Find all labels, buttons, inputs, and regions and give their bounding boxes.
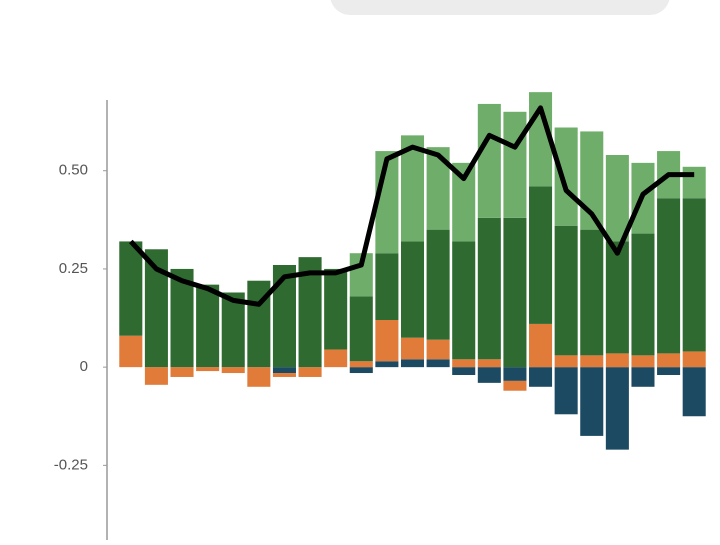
bar-segment [529,367,553,387]
bar-segment [272,265,296,368]
bar-segment [144,367,168,385]
bar-segment [605,241,629,354]
y-tick-label: 0.25 [59,260,88,277]
bar-segment [452,367,476,375]
bar-segment [580,131,604,230]
y-tick-label: 0 [80,358,88,375]
bar-segment [119,335,143,368]
bar-segment [503,111,527,218]
bar-segment [452,359,476,368]
bar-segment [631,367,655,387]
bar-segment [631,355,655,368]
bar-segment [452,241,476,360]
bar-segment [426,229,450,340]
bar-segment [221,367,245,374]
bar-segment [119,241,143,336]
bar-segment [605,155,629,242]
bar-segment [221,292,245,368]
bar-segment [657,198,681,354]
bar-segment [247,367,271,387]
bar-segment [554,367,578,415]
bar-segment [477,103,501,218]
bar-segment [605,353,629,368]
bar-segment [529,186,553,324]
bar-segment [324,349,348,368]
bar-segment [580,229,604,356]
bar-segment [426,147,450,230]
bar-segment [375,320,399,362]
bar-segment [452,162,476,242]
bar-segment [682,198,706,352]
bar-segment [554,355,578,368]
bar-segment [400,359,425,368]
bar-segment [272,367,296,374]
bar-segment [400,241,425,338]
bar-segment [426,359,450,368]
bar-segment [298,257,322,368]
bar-segment [580,355,604,368]
bar-segment [503,217,527,368]
bar-segment [529,323,553,368]
bar-segment [477,367,501,383]
line [128,105,695,307]
bar-segment [272,373,296,377]
bar-segment [375,253,399,320]
bar-segment [170,268,194,368]
bar-segment [554,225,578,356]
bar-segment [657,367,681,375]
bar-segment [554,127,578,226]
bar-segment [503,367,527,381]
bar-segment [196,367,220,372]
bar-segment [400,135,425,242]
bar-segment [324,268,348,350]
y-tick-label: -0.25 [54,456,88,473]
bar-segment [196,284,220,368]
bar-segment [657,353,681,368]
y-tick-label: 0.50 [59,162,88,179]
bar-segment [349,296,373,362]
bar-segment [170,367,194,377]
bar-segment [605,367,629,450]
bar-segment [580,367,604,436]
bar-segment [477,217,501,360]
top-panel [330,0,670,15]
bar-segment [298,367,322,377]
bar-segment [477,359,501,368]
bar-segment [375,361,399,368]
bar-segment [144,249,168,368]
bar-segment [682,351,706,368]
bar-segment [682,166,706,199]
bar-segment [349,367,373,374]
bar-segment [503,380,527,391]
bar-segment [400,337,425,360]
bar-segment [349,253,373,297]
bar-segment [426,339,450,360]
bar-segment [349,361,373,368]
bar-segment [682,367,706,417]
bar-segment [631,233,655,356]
